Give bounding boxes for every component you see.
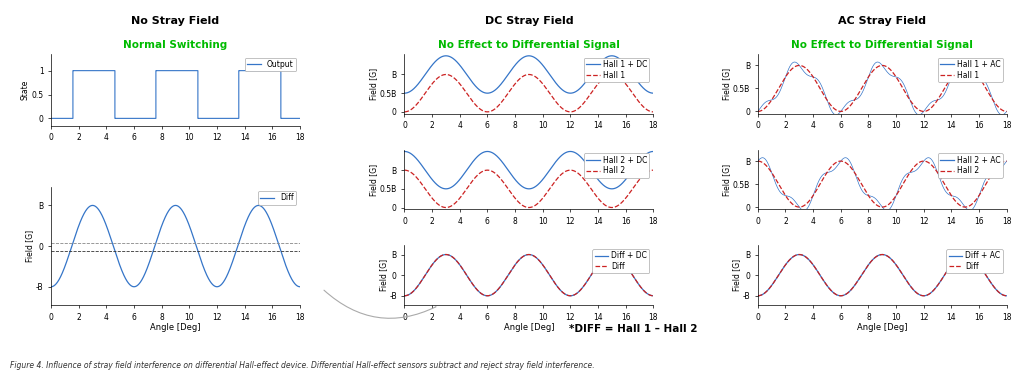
Text: Figure 4. Influence of stray field interference on differential Hall-effect devi: Figure 4. Influence of stray field inter… xyxy=(10,361,595,370)
Y-axis label: Field [G]: Field [G] xyxy=(723,68,732,100)
Legend: Hall 1 + AC, Hall 1: Hall 1 + AC, Hall 1 xyxy=(938,58,1003,82)
Text: No Effect to Differential Signal: No Effect to Differential Signal xyxy=(438,40,619,50)
Y-axis label: Field [G]: Field [G] xyxy=(723,163,732,196)
Legend: Diff + AC, Diff: Diff + AC, Diff xyxy=(946,249,1003,273)
Y-axis label: State: State xyxy=(20,80,30,100)
Text: *DIFF = Hall 1 – Hall 2: *DIFF = Hall 1 – Hall 2 xyxy=(569,324,698,334)
Text: No Effect to Differential Signal: No Effect to Differential Signal xyxy=(791,40,973,50)
Text: DC Stray Field: DC Stray Field xyxy=(484,16,573,26)
Text: No Stray Field: No Stray Field xyxy=(132,16,220,26)
Y-axis label: Field [G]: Field [G] xyxy=(732,259,741,291)
Y-axis label: Field [G]: Field [G] xyxy=(369,68,378,100)
Legend: Hall 1 + DC, Hall 1: Hall 1 + DC, Hall 1 xyxy=(584,58,650,82)
Legend: Diff: Diff xyxy=(259,191,296,205)
Text: Normal Switching: Normal Switching xyxy=(124,40,228,50)
X-axis label: Angle [Deg]: Angle [Deg] xyxy=(150,323,200,332)
Y-axis label: Field [G]: Field [G] xyxy=(379,259,387,291)
Legend: Hall 2 + AC, Hall 2: Hall 2 + AC, Hall 2 xyxy=(938,153,1003,177)
Y-axis label: Field [G]: Field [G] xyxy=(369,163,378,196)
Legend: Diff + DC, Diff: Diff + DC, Diff xyxy=(592,249,650,273)
X-axis label: Angle [Deg]: Angle [Deg] xyxy=(504,323,554,332)
Text: AC Stray Field: AC Stray Field xyxy=(838,16,926,26)
Legend: Hall 2 + DC, Hall 2: Hall 2 + DC, Hall 2 xyxy=(584,153,650,177)
Legend: Output: Output xyxy=(245,58,296,71)
X-axis label: Angle [Deg]: Angle [Deg] xyxy=(857,323,908,332)
Y-axis label: Field [G]: Field [G] xyxy=(26,230,35,262)
